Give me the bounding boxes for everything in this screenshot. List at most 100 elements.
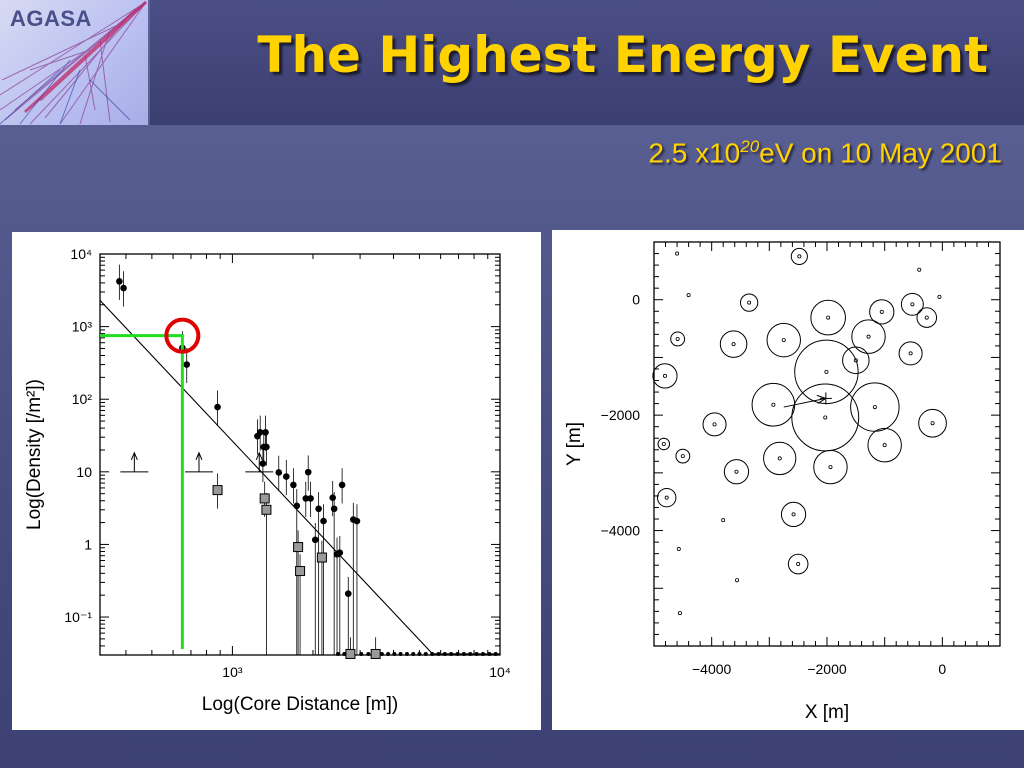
detector-position — [882, 443, 887, 448]
detector-position — [777, 456, 782, 461]
detector-density-circle — [790, 247, 808, 266]
detector-position — [721, 518, 726, 523]
detector-position — [937, 294, 942, 299]
data-point — [353, 517, 361, 525]
air-shower-graphic — [0, 0, 148, 125]
zero-density-point — [411, 651, 416, 656]
saturated-point — [370, 648, 381, 659]
data-point — [329, 494, 336, 502]
zero-density-point — [404, 651, 409, 656]
y-tick-label: 1 — [84, 536, 92, 552]
detector-density-circle — [763, 441, 797, 476]
data-point — [283, 473, 290, 480]
title-bar: The Highest Energy Event — [150, 0, 1024, 125]
detector-density-circle — [719, 330, 748, 358]
zero-density-point — [430, 651, 435, 656]
zero-density-point — [481, 651, 486, 656]
map-frame — [653, 241, 1001, 647]
logo-text: AGASA — [10, 6, 92, 31]
lateral-distribution-chart: 10⁴ 10³ 10² 10 1 10⁻¹ 10³ 10⁴ Log(Core Distance … — [24, 246, 511, 715]
detector-density-circle — [780, 501, 807, 528]
data-point — [307, 495, 314, 502]
data-point — [214, 403, 221, 411]
detector-density-circle — [675, 448, 691, 464]
detector-density-circle — [916, 307, 938, 328]
detector-density-circle — [740, 293, 759, 312]
data-point — [336, 549, 344, 556]
detector-density-circle — [851, 319, 886, 354]
detector-position — [676, 547, 681, 552]
detector-position — [686, 293, 691, 298]
detector-position — [712, 422, 717, 427]
zero-density-point — [442, 651, 447, 656]
detector-position — [675, 336, 680, 341]
subtitle-prefix: 2.5 x10 — [648, 137, 741, 169]
zero-density-point — [386, 651, 391, 656]
detector-position — [824, 369, 829, 374]
detector-density-circle — [657, 437, 671, 451]
detector-position — [828, 465, 833, 470]
x-tick-label: 10³ — [222, 664, 243, 680]
zero-density-point — [342, 651, 347, 656]
y-tick-label: 10² — [72, 391, 93, 407]
saturated-point — [293, 542, 304, 553]
x-tick-label: −4000 — [692, 661, 732, 677]
zero-density-point — [359, 651, 364, 656]
lateral-distribution-panel: 10⁴ 10³ 10² 10 1 10⁻¹ 10³ 10⁴ Log(Core Distance … — [12, 232, 541, 730]
zero-density-point — [392, 651, 397, 656]
subtitle-suffix: eV on 10 May 2001 — [759, 137, 1002, 169]
data-point — [256, 429, 264, 436]
detector-density-circle — [918, 408, 947, 438]
zero-density-point — [449, 651, 454, 656]
upper-limit-arrowhead — [130, 451, 138, 461]
zero-density-point — [468, 651, 473, 656]
detector-density-circle — [842, 346, 870, 375]
detector-density-circle — [813, 449, 848, 485]
saturated-point — [295, 566, 306, 577]
subtitle-exponent: 20 — [740, 137, 760, 156]
detector-density-circle — [869, 299, 895, 325]
detector-density-circle — [810, 299, 846, 336]
detector-density-circle — [867, 427, 902, 463]
detector-density-circle — [702, 412, 727, 437]
zero-density-point — [423, 651, 428, 656]
detector-position — [734, 469, 739, 474]
detector-position — [797, 254, 802, 259]
detector-position — [661, 441, 666, 446]
data-point — [116, 278, 123, 285]
upper-limit-arrowhead — [255, 451, 263, 461]
detector-position — [910, 302, 915, 307]
saturated-point — [345, 648, 356, 659]
y-axis-label: Log(Density [/m²]) — [24, 379, 45, 530]
detector-position — [662, 373, 667, 378]
x-tick-label: 0 — [938, 661, 946, 677]
detector-map-chart: −4000 −2000 0 0 −2000 −4000 X [m] Y [m] — [564, 241, 1001, 723]
detector-position — [677, 611, 682, 616]
data-point — [120, 284, 127, 292]
x-axis-label: Log(Core Distance [m]) — [202, 694, 398, 715]
detector-position — [791, 512, 796, 517]
data-point — [183, 361, 191, 368]
zero-density-point — [474, 651, 479, 656]
detector-density-circle — [670, 331, 686, 347]
detector-density-circle — [794, 339, 859, 405]
detector-density-circle — [751, 382, 796, 427]
zero-density-point — [493, 651, 498, 656]
detector-density-circle — [766, 322, 801, 358]
detector-position — [731, 342, 736, 347]
y-tick-label: 10³ — [72, 319, 93, 335]
detector-map-panel: −4000 −2000 0 0 −2000 −4000 X [m] Y [m] — [552, 230, 1024, 730]
upper-limit-arrowhead — [195, 451, 203, 461]
detector-position — [908, 351, 913, 356]
data-point — [338, 481, 346, 489]
zero-density-point — [455, 651, 460, 656]
zero-density-point — [436, 651, 441, 656]
detector-density-circle — [850, 382, 900, 432]
data-point — [262, 429, 269, 436]
y-tick-label: 10⁴ — [70, 246, 92, 262]
data-point — [344, 590, 352, 597]
saturated-point — [261, 504, 272, 515]
detector-position — [675, 251, 680, 256]
detector-position — [771, 402, 776, 407]
data-point — [330, 505, 338, 513]
